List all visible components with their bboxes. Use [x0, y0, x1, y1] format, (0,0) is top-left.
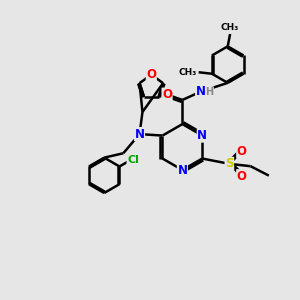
Text: O: O — [162, 88, 172, 101]
Text: S: S — [225, 157, 234, 170]
Text: N: N — [196, 85, 206, 98]
Text: N: N — [197, 129, 207, 142]
Text: O: O — [146, 68, 156, 81]
Text: CH₃: CH₃ — [178, 68, 196, 77]
Text: O: O — [237, 170, 247, 183]
Text: O: O — [237, 145, 247, 158]
Text: Cl: Cl — [127, 155, 139, 165]
Text: N: N — [177, 164, 188, 176]
Text: N: N — [134, 128, 145, 141]
Text: H: H — [206, 87, 214, 97]
Text: CH₃: CH₃ — [221, 23, 239, 32]
